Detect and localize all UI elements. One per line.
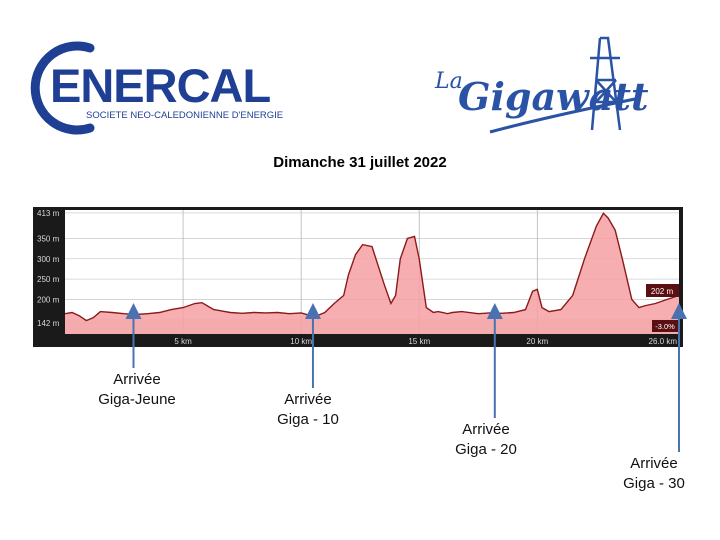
event-date: Dimanche 31 juillet 2022	[273, 154, 447, 171]
enercal-tagline: SOCIETE NEO-CALEDONIENNE D'ENERGIE	[86, 110, 283, 121]
elevation-area	[65, 213, 679, 334]
y-tick-label: 350 m	[37, 234, 60, 243]
grade-label: -3.0%	[655, 322, 675, 331]
gigawatt-swoosh	[489, 96, 641, 134]
finish-label-line2: Giga - 20	[455, 441, 517, 458]
current-elevation-badge: 202 m	[646, 284, 679, 297]
x-tick-label: 5 km	[174, 337, 192, 346]
current-elevation-label: 202 m	[651, 287, 674, 296]
finish-label-giga-20: Arrivée Giga - 20	[426, 420, 546, 460]
finish-label-line2: Giga-Jeune	[98, 391, 176, 408]
x-tick-label: 10 km	[290, 337, 312, 346]
y-tick-label: 250 m	[37, 275, 60, 284]
elevation-series	[64, 212, 680, 334]
finish-label-giga-jeune: Arrivée Giga-Jeune	[77, 370, 197, 410]
finish-label-line1: Arrivée	[462, 421, 510, 438]
x-axis-ticks: 5 km 10 km 15 km 20 km 26.0 km	[174, 337, 677, 346]
y-tick-label: 413 m	[37, 209, 60, 218]
gigawatt-prefix: La	[434, 69, 463, 94]
x-tick-label: 20 km	[526, 337, 548, 346]
elevation-profile-chart: 413 m 350 m 300 m 250 m 200 m 142 m 5 km 10 km…	[33, 207, 683, 347]
y-tick-label: 142 m	[37, 319, 60, 328]
finish-label-line2: Giga - 30	[623, 475, 685, 492]
grade-badge: -3.0%	[652, 320, 679, 332]
enercal-logo: ENERCAL SOCIETE NEO-CALEDONIENNE D'ENERG…	[30, 41, 283, 135]
enercal-swoosh	[30, 41, 95, 135]
gigawatt-logo: La Gigawatt	[434, 36, 649, 134]
finish-label-giga-10: Arrivée Giga - 10	[248, 390, 368, 430]
x-tick-label: 26.0 km	[649, 337, 678, 346]
finish-label-line1: Arrivée	[284, 391, 332, 408]
x-tick-label: 15 km	[408, 337, 430, 346]
finish-label-line2: Giga - 10	[277, 411, 339, 428]
gigawatt-name: Gigawatt	[458, 74, 649, 119]
enercal-name: ENERCAL	[50, 59, 270, 112]
y-axis-ticks: 413 m 350 m 300 m 250 m 200 m 142 m	[37, 209, 60, 328]
y-tick-label: 300 m	[37, 255, 60, 264]
y-tick-label: 200 m	[37, 295, 60, 304]
pylon-icon	[590, 36, 622, 131]
finish-label-line1: Arrivée	[113, 371, 161, 388]
finish-label-line1: Arrivée	[630, 455, 678, 472]
finish-label-giga-30: Arrivée Giga - 30	[594, 454, 714, 494]
